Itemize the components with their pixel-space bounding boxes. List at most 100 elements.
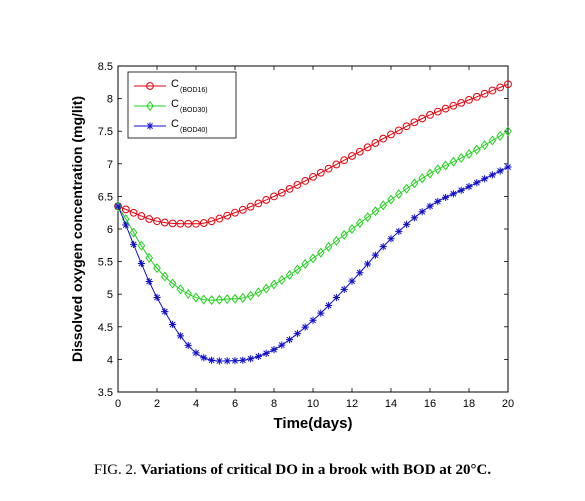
series-marker [254, 287, 263, 298]
series-marker [262, 349, 270, 357]
legend-swatch-marker [146, 122, 154, 130]
series-marker [169, 320, 177, 329]
legend-swatch-marker [146, 100, 154, 112]
series-marker [433, 164, 442, 175]
legend-label: C [171, 118, 179, 130]
series-marker [496, 83, 505, 92]
series-marker [215, 294, 224, 305]
series-marker [285, 184, 294, 193]
series-bod30 [114, 126, 512, 306]
series-marker [286, 336, 294, 344]
series-marker [199, 294, 208, 305]
y-tick-label: 4.5 [98, 322, 113, 334]
series-marker [114, 202, 122, 210]
series-marker [418, 208, 426, 216]
series-marker [223, 357, 231, 365]
series-marker [457, 186, 465, 194]
series-marker [371, 206, 380, 217]
series-marker [254, 199, 263, 208]
legend-subscript: (BOD16) [180, 87, 208, 94]
series-marker [176, 332, 184, 340]
series-marker [472, 144, 481, 155]
series-marker [277, 274, 286, 286]
series-marker [340, 156, 349, 165]
series-marker [363, 143, 372, 152]
series-marker [379, 200, 388, 211]
series-marker [472, 92, 481, 101]
series-marker [325, 301, 333, 310]
series-marker [441, 104, 450, 113]
legend-label: C [171, 78, 179, 90]
y-tick-label: 5 [107, 289, 113, 301]
series-marker [426, 202, 434, 210]
series-marker [410, 214, 418, 222]
series-marker [270, 279, 278, 290]
series-marker [231, 357, 239, 365]
series-marker [317, 309, 325, 317]
series-marker [160, 218, 169, 227]
caption-prefix: FIG. 2. [93, 462, 141, 478]
figure-caption: FIG. 2. Variations of critical DO in a b… [0, 462, 585, 479]
series-marker [176, 219, 185, 228]
series-marker [356, 269, 364, 277]
series-marker [238, 292, 247, 303]
series-marker [332, 293, 340, 302]
series-marker [348, 277, 356, 285]
x-tick-label: 18 [463, 398, 475, 410]
series-marker [129, 227, 138, 238]
series-marker [239, 356, 247, 364]
x-tick-label: 0 [115, 398, 121, 410]
y-tick-label: 8 [107, 94, 113, 106]
series-marker [246, 290, 255, 301]
series-marker [348, 223, 356, 235]
legend-swatch-marker [146, 82, 154, 90]
y-tick-label: 6 [107, 224, 113, 236]
y-tick-label: 7.5 [98, 126, 113, 138]
series-marker [129, 208, 138, 217]
series-marker [199, 219, 208, 227]
axis-ticks: 0 2 4 6 8 10 12 14 16 18 20 3.5 4 4.5 5 5.5 6 6.5 7 7.5 8 8.5 [98, 61, 514, 410]
series-marker [340, 229, 349, 240]
x-tick-label: 12 [346, 398, 358, 410]
series-marker [223, 211, 232, 220]
series-marker [168, 278, 177, 289]
series-marker [488, 86, 497, 95]
series-marker [316, 247, 325, 258]
x-tick-label: 8 [271, 398, 277, 410]
x-axis-label: Time(days) [274, 415, 353, 432]
series-marker [418, 173, 427, 184]
series-marker [457, 153, 466, 164]
y-tick-label: 8.5 [98, 61, 113, 73]
series-marker [114, 201, 122, 212]
series-marker [160, 271, 169, 282]
series-marker [208, 356, 216, 364]
series-marker [301, 258, 310, 269]
series-marker [215, 357, 223, 365]
series-marker [153, 217, 161, 226]
series-marker [488, 171, 496, 179]
series-marker [262, 196, 271, 204]
series-marker [207, 295, 216, 306]
x-tick-label: 2 [154, 398, 160, 410]
series-marker [496, 167, 504, 175]
series-marker [465, 183, 473, 191]
series-marker [223, 294, 232, 305]
legend-box [127, 71, 237, 139]
series-marker [130, 240, 138, 249]
series-marker [145, 252, 154, 263]
legend-entry: C(BOD40) [134, 118, 208, 134]
series-marker [122, 221, 130, 229]
caption-text: Variations of critical DO in a brook wit… [140, 462, 492, 478]
series-marker [394, 189, 403, 200]
y-tick-label: 6.5 [98, 191, 113, 203]
series-marker [301, 323, 309, 331]
y-tick-label: 7 [107, 159, 113, 171]
series-marker [465, 148, 473, 160]
series-marker [363, 212, 372, 223]
series-marker [364, 260, 372, 268]
series-marker [332, 160, 341, 169]
series-marker [473, 179, 481, 187]
series-marker [348, 152, 356, 160]
series-marker [504, 126, 512, 137]
series-marker [316, 168, 325, 177]
